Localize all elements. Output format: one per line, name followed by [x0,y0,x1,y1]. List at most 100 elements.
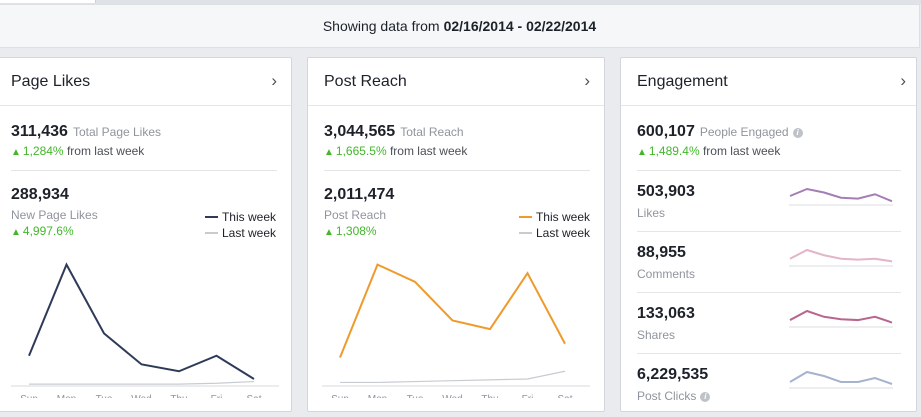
chevron-right-icon[interactable]: › [584,71,590,90]
info-icon[interactable]: i [700,392,711,402]
post-reach-delta: ▲ 1,308% [324,224,377,238]
engagement-panel: Engagement › 600,107 People Engaged i ▲ 1,4… [620,57,917,412]
delta-percent: 1,308% [335,224,377,238]
legend-swatch-last-week [204,232,218,234]
series-line-this-week [28,262,255,380]
legend-this-week: This week [535,210,590,224]
comments-value: 88,955 [637,244,686,261]
post-reach-title: Post Reach [324,73,407,90]
x-tick-label: Sat [557,394,572,398]
legend-last-week: Last week [221,226,276,240]
page-likes-title: Page Likes [11,73,91,90]
post-clicks-label: Post Clicks i [637,389,711,403]
engagement-row-likes[interactable]: 503,903 Likes [621,171,916,232]
people-engaged-label: People Engaged [699,125,789,139]
likes-value: 503,903 [637,183,695,200]
new-page-likes-value: 288,934 [11,186,69,203]
new-page-likes-delta: ▲ 4,997.6% [11,224,74,238]
divider [11,170,277,171]
total-reach-delta: ▲ 1,665.5% from last week [324,144,467,158]
top-strip [0,0,921,4]
total-reach: 3,044,565 Total Reach [324,123,464,141]
x-tick-label: Sun [20,394,38,398]
engagement-row-shares[interactable]: 133,063 Shares [621,293,916,354]
shares-label: Shares [637,328,676,342]
post-reach-header[interactable]: Post Reach › [308,58,604,106]
x-tick-label: Thu [481,394,498,398]
total-reach-label: Total Reach [400,125,464,139]
divider [637,231,901,232]
banner-date-range: 02/16/2014 - 02/22/2014 [443,18,597,34]
total-page-likes-value: 311,436 [11,123,68,140]
sparkline-line [789,248,893,263]
up-triangle-icon: ▲ [11,227,21,238]
delta-suffix: from last week [66,144,145,158]
x-tick-label: Fri [211,394,223,398]
post-reach-value: 2,011,474 [324,186,395,203]
date-range-banner: Showing data from 02/16/2014 - 02/22/201… [0,4,920,48]
sparkline-line [789,370,893,385]
delta-suffix: from last week [389,144,468,158]
delta-percent: 1,665.5% [335,144,387,158]
info-icon[interactable]: i [792,128,803,138]
chevron-right-icon[interactable]: › [271,71,277,90]
delta-suffix: from last week [702,144,781,158]
comments-sparkline [789,248,893,267]
post-clicks-sparkline [789,370,893,389]
engagement-row-comments[interactable]: 88,955 Comments [621,232,916,293]
likes-sparkline [789,187,893,206]
sparkline-line [789,309,893,324]
tab-nub [0,0,96,3]
up-triangle-icon: ▲ [324,227,334,238]
shares-value: 133,063 [637,305,695,322]
up-triangle-icon: ▲ [324,147,334,158]
series-line-last-week [29,380,255,385]
engagement-row-post-clicks[interactable]: 6,229,535 Post Clicks i [621,354,916,415]
post-clicks-value: 6,229,535 [637,366,709,383]
total-page-likes-label: Total Page Likes [72,125,162,139]
new-page-likes-label: New Page Likes [11,208,98,222]
shares-sparkline [789,309,893,328]
post-reach-chart: Sun Mon Tue Wed Thu Fri Sat [322,263,590,398]
page-likes-header[interactable]: Page Likes › [0,58,291,106]
delta-percent: 1,489.4% [648,144,700,158]
total-page-likes-delta: ▲ 1,284% from last week [11,144,144,158]
sparkline-line [789,187,893,203]
up-triangle-icon: ▲ [11,147,21,158]
delta-percent: 4,997.6% [22,224,74,238]
x-tick-label: Thu [170,394,187,398]
x-tick-label: Wed [131,394,151,398]
legend-last-week: Last week [535,226,590,240]
x-tick-label: Tue [407,394,424,398]
post-clicks-label-text: Post Clicks [637,389,697,403]
legend-this-week: This week [221,210,276,224]
series-line-last-week [340,370,566,384]
divider [637,353,901,354]
engagement-title: Engagement [637,73,728,90]
people-engaged: 600,107 People Engaged i [637,123,803,141]
x-tick-label: Sat [246,394,261,398]
people-engaged-value: 600,107 [637,123,695,140]
x-tick-label: Wed [442,394,462,398]
x-tick-label: Tue [96,394,113,398]
total-page-likes: 311,436 Total Page Likes [11,123,161,141]
likes-label: Likes [637,206,666,220]
comments-label: Comments [637,267,696,281]
post-reach-label: Post Reach [324,208,387,222]
page-likes-panel: Page Likes › 311,436 Total Page Likes ▲ 1,… [0,57,292,412]
legend-swatch-last-week [518,232,532,234]
divider [637,170,901,171]
series-line-this-week [339,263,566,358]
banner-prefix: Showing data from [322,18,440,34]
engagement-header[interactable]: Engagement › [621,58,916,106]
x-tick-label: Fri [522,394,534,398]
chevron-right-icon[interactable]: › [900,71,906,90]
delta-percent: 1,284% [22,144,64,158]
divider [637,292,901,293]
x-tick-label: Sun [331,394,349,398]
x-tick-label: Mon [57,394,76,398]
up-triangle-icon: ▲ [637,147,647,158]
page-likes-legend: This week Last week [204,209,276,241]
post-reach-panel: Post Reach › 3,044,565 Total Reach ▲ 1,665… [307,57,605,412]
legend-swatch-this-week [204,216,218,218]
